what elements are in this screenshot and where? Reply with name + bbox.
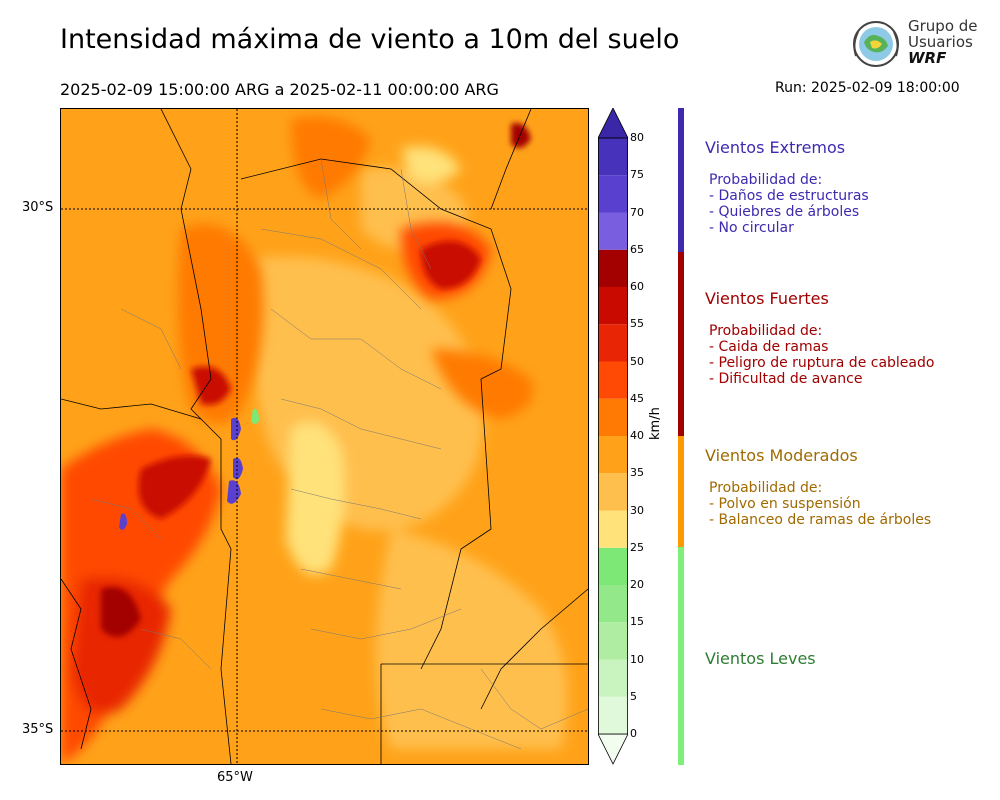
desc-line: - Peligro de ruptura de cableado xyxy=(709,355,935,371)
colorbar-tick-label: 60 xyxy=(630,280,644,293)
grupo-wrf-logo: Grupo de Usuarios WRF xyxy=(848,16,978,74)
colorbar-outline xyxy=(598,137,629,735)
colorbar-tick-label: 50 xyxy=(630,354,644,368)
category-title-moderados: Vientos Moderados xyxy=(705,446,858,465)
colorbar-tick-label: 80 xyxy=(630,131,644,144)
globe-logo-icon xyxy=(853,21,899,67)
category-title-fuertes: Vientos Fuertes xyxy=(705,289,829,308)
category-desc-extremos: Probabilidad de: - Daños de estructuras … xyxy=(709,172,869,236)
colorbar-max-extend xyxy=(597,107,629,139)
colorbar-tick-label: 30 xyxy=(630,503,644,517)
field-moderate-zones xyxy=(250,146,568,749)
field-very-strong-zones xyxy=(101,123,531,637)
category-bar-fuertes xyxy=(678,252,684,436)
category-desc-fuertes: Probabilidad de: - Caida de ramas - Peli… xyxy=(709,323,934,387)
desc-line: - Caida de ramas xyxy=(709,339,829,355)
province-boundaries xyxy=(60,108,589,765)
colorbar-band xyxy=(598,249,628,287)
colorbar-tick-label: 70 xyxy=(630,205,644,219)
colorbar-unit: km/h xyxy=(648,407,663,440)
colorbar-tick-label: 40 xyxy=(630,429,644,442)
colorbar-band xyxy=(598,659,628,697)
category-bar-moderados xyxy=(678,436,684,547)
colorbar-tick-label: 75 xyxy=(630,168,644,182)
colorbar-tick-label: 55 xyxy=(630,317,644,331)
colorbar-tick-label: 65 xyxy=(630,242,644,256)
colorbar-band xyxy=(598,547,628,585)
colorbar-tick-label: 15 xyxy=(630,615,644,629)
lat-label-35s: 35°S xyxy=(22,722,54,737)
colorbar-band xyxy=(598,585,628,623)
category-bar-extremos xyxy=(678,108,684,252)
desc-line: - No circular xyxy=(709,220,794,236)
colorbar-svg xyxy=(597,107,629,765)
colorbar-band xyxy=(598,287,628,325)
colorbar-tick-label: 5 xyxy=(630,689,637,703)
colorbar-tick-label: 25 xyxy=(630,540,644,554)
colorbar-band xyxy=(598,510,628,548)
colorbar xyxy=(597,107,629,766)
map-canvas xyxy=(60,108,589,765)
logo-line-3: WRF xyxy=(908,49,947,67)
logo-line-1: Grupo de xyxy=(908,17,978,35)
desc-line: - Daños de estructuras xyxy=(709,188,869,204)
category-title-extremos: Vientos Extremos xyxy=(705,138,846,157)
wind-intensity-map xyxy=(60,108,589,765)
desc-line: - Balanceo de ramas de árboles xyxy=(709,512,932,528)
colorbar-band xyxy=(598,696,628,734)
colorbar-tick-label: 0 xyxy=(630,727,637,740)
desc-line: Probabilidad de: xyxy=(709,172,823,188)
colorbar-min-extend xyxy=(597,733,629,765)
logo-line-2: Usuarios xyxy=(908,33,973,51)
lon-label-65w: 65°W xyxy=(217,770,253,785)
chart-title: Intensidad máxima de viento a 10m del su… xyxy=(60,24,680,55)
colorbar-tick-label: 10 xyxy=(630,652,644,666)
colorbar-band xyxy=(598,212,628,250)
colorbar-band xyxy=(598,622,628,660)
desc-line: Probabilidad de: xyxy=(709,323,823,339)
forecast-period: 2025-02-09 15:00:00 ARG a 2025-02-11 00:… xyxy=(60,80,499,99)
colorbar-tick-label: 45 xyxy=(630,391,644,405)
colorbar-band xyxy=(598,473,628,511)
colorbar-band xyxy=(598,138,628,176)
desc-line: Probabilidad de: xyxy=(709,480,823,496)
desc-line: - Dificultad de avance xyxy=(709,371,863,387)
colorbar-band xyxy=(598,361,628,399)
desc-line: - Quiebres de árboles xyxy=(709,204,860,220)
run-timestamp: Run: 2025-02-09 18:00:00 xyxy=(775,80,960,96)
colorbar-band xyxy=(598,398,628,436)
lat-label-30s: 30°S xyxy=(22,200,54,215)
desc-line: - Polvo en suspensión xyxy=(709,496,861,512)
graticule xyxy=(61,109,588,764)
colorbar-tick-label: 35 xyxy=(630,466,644,480)
category-bar-leves xyxy=(678,547,684,765)
colorbar-band xyxy=(598,324,628,362)
colorbar-band xyxy=(598,175,628,213)
colorbar-band xyxy=(598,436,628,474)
category-desc-moderados: Probabilidad de: - Polvo en suspensión -… xyxy=(709,480,931,528)
colorbar-tick-label: 20 xyxy=(630,578,644,591)
category-title-leves: Vientos Leves xyxy=(705,649,816,668)
department-boundaries xyxy=(90,158,589,750)
